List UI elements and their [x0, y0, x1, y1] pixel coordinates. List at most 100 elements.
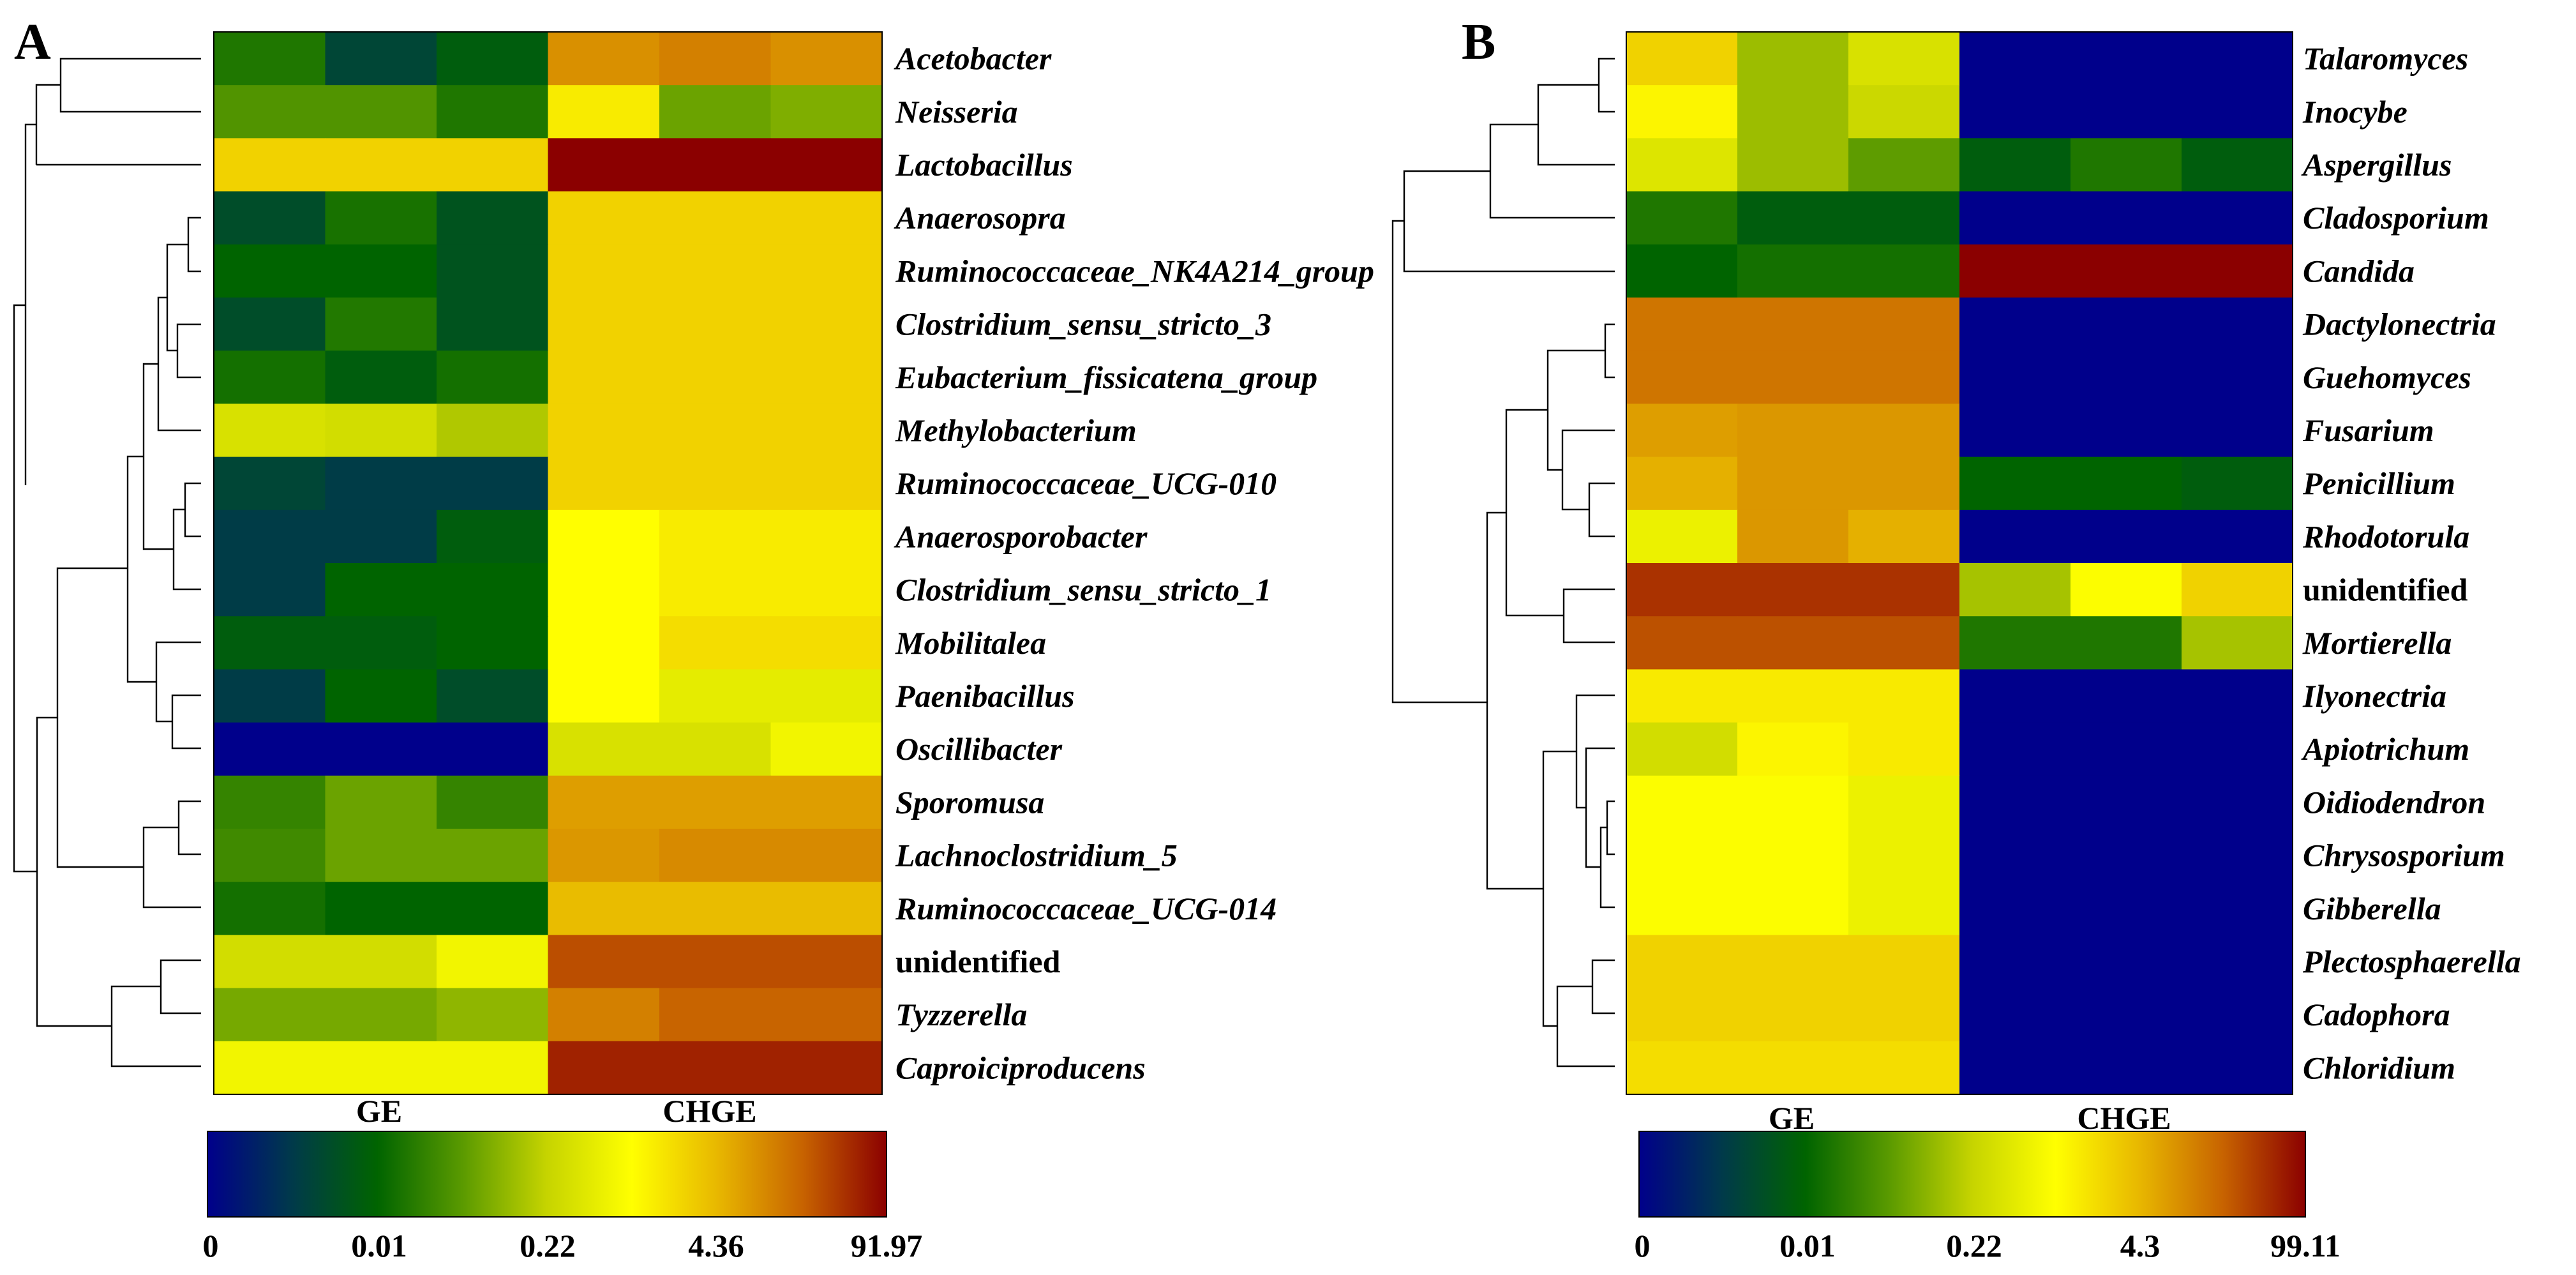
- row-label: Cadophora: [2303, 997, 2450, 1032]
- heatmap-cell: [2071, 32, 2182, 86]
- row-label: Lachnoclostridium_5: [895, 838, 1178, 873]
- row-label: Neisseria: [895, 94, 1018, 130]
- heatmap-cell: [1959, 404, 2071, 458]
- heatmap-cell: [214, 775, 326, 829]
- row-label: unidentified: [895, 944, 1061, 979]
- heatmap-cell: [659, 138, 772, 192]
- heatmap-cell: [437, 616, 549, 670]
- heatmap-cell: [325, 138, 437, 192]
- heatmap-cell: [214, 404, 326, 458]
- heatmap-cell: [2182, 509, 2293, 564]
- heatmap-cell: [548, 404, 660, 458]
- heatmap-cell: [214, 722, 326, 776]
- heatmap-cell: [659, 616, 772, 670]
- heatmap-border: [213, 31, 883, 1095]
- heatmap-cell: [214, 669, 326, 723]
- heatmap-cell: [659, 85, 772, 139]
- heatmap-cell: [1848, 138, 1960, 192]
- heatmap-cell: [1848, 882, 1960, 935]
- heatmap-cell: [659, 298, 772, 351]
- heatmap-cells-b: [1626, 31, 2293, 1095]
- heatmap-cell: [2071, 298, 2182, 351]
- row-label: Plectosphaerella: [2302, 944, 2521, 979]
- heatmap-cell: [548, 1041, 660, 1095]
- heatmap-cell: [659, 244, 772, 298]
- heatmap-cell: [770, 351, 883, 404]
- heatmap-cell: [1737, 988, 1849, 1042]
- heatmap-cell: [437, 882, 549, 935]
- row-label: Sporomusa: [895, 784, 1044, 820]
- heatmap-cell: [2182, 722, 2293, 776]
- heatmap-cell: [770, 988, 883, 1042]
- group-label-ge-b: GE: [1769, 1100, 1815, 1136]
- heatmap-cell: [1626, 138, 1738, 192]
- heatmap-cell: [659, 509, 772, 564]
- heatmap-cell: [2182, 775, 2293, 829]
- heatmap-cell: [548, 191, 660, 245]
- heatmap-cell: [770, 935, 883, 989]
- heatmap-cell: [437, 298, 549, 351]
- row-label: Anaerosopra: [894, 200, 1066, 236]
- heatmap-cell: [1626, 509, 1738, 564]
- row-label: Tyzzerella: [895, 997, 1027, 1032]
- heatmap-cell: [770, 775, 883, 829]
- heatmap-cell: [2182, 191, 2293, 245]
- row-label: Ilyonectria: [2302, 678, 2446, 714]
- heatmap-cell: [437, 32, 549, 86]
- heatmap-cell: [1848, 722, 1960, 776]
- heatmap-cell: [1626, 775, 1738, 829]
- heatmap-cell: [1737, 138, 1849, 192]
- heatmap-cell: [1848, 563, 1960, 617]
- heatmap-cell: [214, 85, 326, 139]
- heatmap-cell: [325, 351, 437, 404]
- heatmap-cell: [2071, 351, 2182, 404]
- heatmap-cell: [770, 616, 883, 670]
- heatmap-cell: [1737, 244, 1849, 298]
- heatmap-cell: [1737, 351, 1849, 404]
- heatmap-cell: [1959, 1041, 2071, 1095]
- heatmap-cell: [1848, 191, 1960, 245]
- heatmap-cell: [214, 1041, 326, 1095]
- colorbar-tick-b-4: 99.11: [2270, 1228, 2340, 1264]
- row-label: Penicillium: [2302, 465, 2455, 501]
- heatmap-cell: [1626, 882, 1738, 935]
- heatmap-cell: [1626, 32, 1738, 86]
- heatmap-cell: [1626, 456, 1738, 511]
- group-label-chge-a: CHGE: [663, 1093, 756, 1129]
- heatmap-cell: [1737, 775, 1849, 829]
- colorbar-b: [1638, 1131, 2306, 1218]
- row-label: Gibberella: [2303, 891, 2441, 926]
- heatmap-cell: [1959, 563, 2071, 617]
- row-label: Oidiodendron: [2303, 784, 2485, 820]
- heatmap-cell: [659, 775, 772, 829]
- heatmap-cell: [325, 669, 437, 723]
- heatmap-cell: [1848, 1041, 1960, 1095]
- heatmap-cell: [2071, 138, 2182, 192]
- heatmap-cell: [2182, 404, 2293, 458]
- heatmap-cell: [1737, 563, 1849, 617]
- heatmap-cell: [1959, 829, 2071, 882]
- heatmap-cell: [2182, 616, 2293, 670]
- heatmap-cell: [1959, 669, 2071, 723]
- heatmap-cell: [2071, 669, 2182, 723]
- heatmap-cell: [325, 882, 437, 935]
- heatmap-cell: [770, 882, 883, 935]
- heatmap-cell: [1959, 988, 2071, 1042]
- heatmap-cell: [2071, 404, 2182, 458]
- colorbar-tick-b-3: 4.3: [2120, 1228, 2160, 1264]
- heatmap-cell: [214, 563, 326, 617]
- heatmap-border: [1626, 31, 2293, 1095]
- heatmap-cell: [325, 456, 437, 511]
- heatmap-cell: [1626, 298, 1738, 351]
- heatmap-cell: [437, 988, 549, 1042]
- heatmap-cell: [325, 191, 437, 245]
- heatmap-cell: [437, 829, 549, 882]
- heatmap-cell: [548, 509, 660, 564]
- heatmap-cell: [548, 829, 660, 882]
- heatmap-cell: [1959, 882, 2071, 935]
- heatmap-cell: [2071, 85, 2182, 139]
- heatmap-cell: [325, 32, 437, 86]
- row-label: Candida: [2303, 253, 2415, 289]
- colorbar-tick-a-4: 91.97: [851, 1228, 923, 1264]
- heatmap-cell: [1848, 404, 1960, 458]
